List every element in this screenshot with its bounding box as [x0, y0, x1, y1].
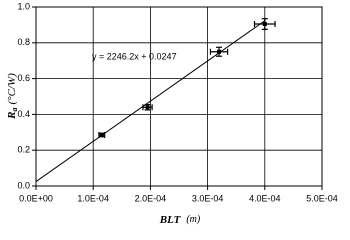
chart: Ra (°C/W) BLT (m) 0.0 0.2 0.4 0.6 0.8 1.0 0.0E+0… [6, 1, 338, 226]
point [262, 22, 267, 27]
x-unit: (m) [186, 214, 201, 225]
y-axis-title: Ra (°C/W) [6, 73, 19, 120]
y-symbol: R [6, 111, 18, 119]
plot-border [35, 6, 323, 187]
trendline-label: y = 2246.2x + 0.0247 [92, 51, 177, 61]
trendline [35, 20, 266, 182]
x-tick-label: 3.0E-04 [192, 193, 224, 203]
x-symbol: BLT [159, 214, 182, 226]
point [145, 105, 150, 110]
y-tick-label: 1.0 [17, 1, 30, 11]
x-tick-label: 5.0E-04 [306, 193, 338, 203]
y-unit: (°C/W) [6, 73, 18, 105]
y-subscript: a [10, 107, 19, 111]
x-tick-label: 2.0E-04 [135, 193, 167, 203]
x-axis-title: BLT (m) [159, 214, 201, 226]
y-tick-label: 0.0 [17, 180, 30, 190]
x-tick-label: 0.0E+00 [19, 193, 53, 203]
x-tick-label: 1.0E-04 [77, 193, 109, 203]
y-tick-label: 0.6 [17, 73, 30, 83]
point [217, 49, 222, 54]
x-tick-label: 4.0E-04 [249, 193, 281, 203]
y-tick-label: 0.4 [17, 109, 30, 119]
y-tick-label: 0.8 [17, 37, 30, 47]
y-tick-label: 0.2 [17, 145, 30, 155]
point [99, 132, 104, 137]
